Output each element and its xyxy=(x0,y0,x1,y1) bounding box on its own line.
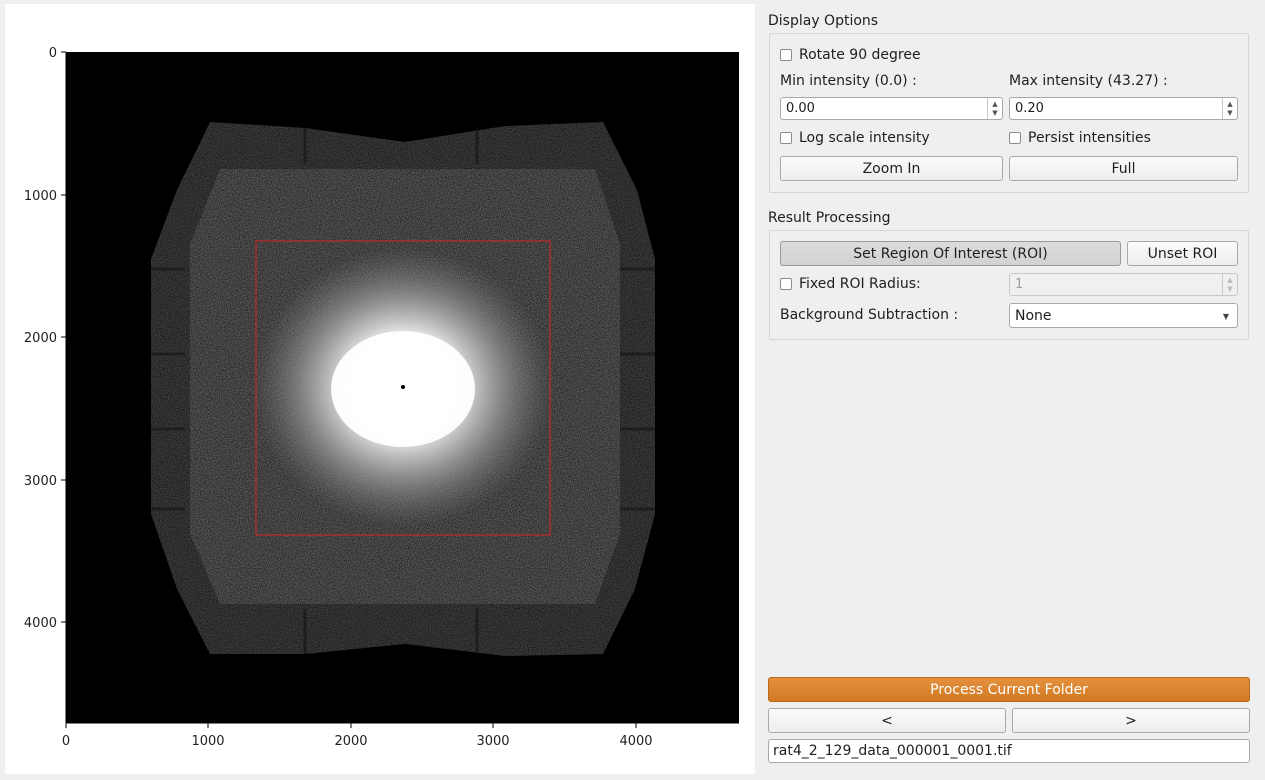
x-ticks xyxy=(65,723,637,728)
full-button[interactable]: Full xyxy=(1009,156,1238,181)
zoom-in-button[interactable]: Zoom In xyxy=(780,156,1003,181)
rotate-90-label: Rotate 90 degree xyxy=(799,47,921,63)
x-tick-label: 4000 xyxy=(619,734,652,749)
diffraction-image-plot[interactable]: 0 1000 2000 3000 4000 0 1000 2000 3000 4… xyxy=(5,4,755,774)
x-tick-label: 1000 xyxy=(191,734,224,749)
next-image-button[interactable]: > xyxy=(1012,708,1250,733)
display-options-title: Display Options xyxy=(768,13,879,29)
background-subtraction-value: None xyxy=(1015,307,1052,324)
fixed-roi-radius-checkbox[interactable]: Fixed ROI Radius: xyxy=(780,276,921,292)
fixed-roi-radius-label: Fixed ROI Radius: xyxy=(799,276,921,292)
x-tick-label: 2000 xyxy=(334,734,367,749)
x-tick-label: 0 xyxy=(62,734,70,749)
rotate-90-checkbox[interactable]: Rotate 90 degree xyxy=(780,47,921,63)
log-scale-label: Log scale intensity xyxy=(799,130,930,146)
image-plot-panel[interactable]: 0 1000 2000 3000 4000 0 1000 2000 3000 4… xyxy=(5,4,755,774)
previous-image-button[interactable]: < xyxy=(768,708,1006,733)
checkbox-box[interactable] xyxy=(780,49,792,61)
max-intensity-label: Max intensity (43.27) : xyxy=(1009,73,1168,89)
spin-arrows-icon[interactable]: ▲ ▼ xyxy=(1222,274,1237,295)
roi-rectangle[interactable] xyxy=(255,240,551,536)
y-tick-label: 4000 xyxy=(24,616,57,631)
filename-field[interactable]: rat4_2_129_data_000001_0001.tif xyxy=(768,739,1250,763)
fixed-roi-radius-value: 1 xyxy=(1015,277,1024,292)
background-subtraction-select[interactable]: None ▼ xyxy=(1009,303,1238,328)
process-current-folder-button[interactable]: Process Current Folder xyxy=(768,677,1250,702)
min-intensity-label: Min intensity (0.0) : xyxy=(780,73,917,89)
y-tick-label: 3000 xyxy=(24,474,57,489)
persist-intensities-label: Persist intensities xyxy=(1028,130,1151,146)
y-tick-label: 1000 xyxy=(24,189,57,204)
persist-intensities-checkbox[interactable]: Persist intensities xyxy=(1009,130,1151,146)
spin-arrows-icon[interactable]: ▲ ▼ xyxy=(1222,98,1237,119)
y-tick-label: 0 xyxy=(49,46,57,61)
background-subtraction-label: Background Subtraction : xyxy=(780,307,959,323)
fixed-roi-radius-spinbox[interactable]: 1 ▲ ▼ xyxy=(1009,273,1238,296)
min-intensity-value: 0.00 xyxy=(786,101,815,116)
checkbox-box[interactable] xyxy=(780,278,792,290)
x-tick-label: 3000 xyxy=(476,734,509,749)
chevron-down-icon[interactable]: ▼ xyxy=(1222,312,1229,321)
spin-arrows-icon[interactable]: ▲ ▼ xyxy=(987,98,1002,119)
min-intensity-spinbox[interactable]: 0.00 ▲ ▼ xyxy=(780,97,1003,120)
checkbox-box[interactable] xyxy=(780,132,792,144)
unset-roi-button[interactable]: Unset ROI xyxy=(1127,241,1238,266)
max-intensity-spinbox[interactable]: 0.20 ▲ ▼ xyxy=(1009,97,1238,120)
y-ticks xyxy=(61,51,66,623)
y-tick-label: 2000 xyxy=(24,331,57,346)
checkbox-box[interactable] xyxy=(1009,132,1021,144)
set-roi-button[interactable]: Set Region Of Interest (ROI) xyxy=(780,241,1121,266)
max-intensity-value: 0.20 xyxy=(1015,101,1044,116)
log-scale-checkbox[interactable]: Log scale intensity xyxy=(780,130,930,146)
result-processing-title: Result Processing xyxy=(768,210,891,226)
beam-center-marker xyxy=(401,385,405,389)
